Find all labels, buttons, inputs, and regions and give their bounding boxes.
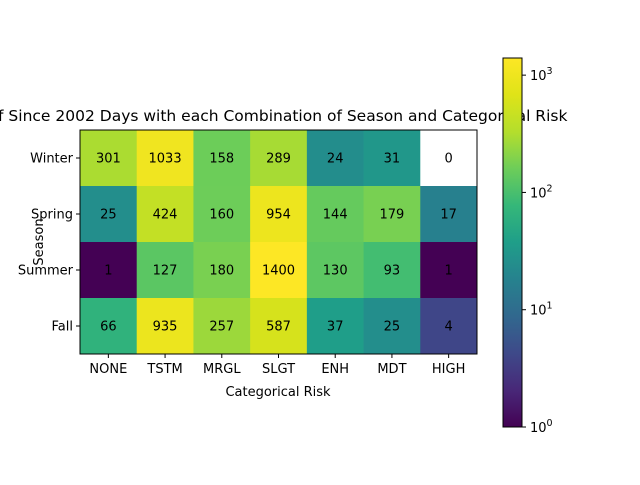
x-tick-label: MRGL	[203, 362, 241, 377]
heatmap-cell-label: 1	[104, 264, 112, 279]
heatmap-cell-labels: 301 1033 158 289 24 31 025 424 160 954 144 179 171 12…	[96, 152, 457, 335]
chart-title: of Since 2002 Days with each Combination…	[0, 107, 567, 125]
colorbar-tick-label: 102	[530, 183, 553, 201]
heatmap-cell-label: 301	[96, 152, 121, 167]
x-tick-label: ENH	[321, 362, 349, 377]
heatmap-cell-label: 37	[327, 320, 344, 335]
heatmap-cell	[250, 130, 308, 187]
heatmap-cell	[250, 298, 308, 355]
heatmap-cell	[193, 298, 251, 355]
heatmap-cell-label: 93	[384, 264, 401, 279]
x-axis-ticks: NONE TSTM MRGL SLGT ENH MDT HIGH	[89, 354, 465, 377]
colorbar-frame	[502, 57, 523, 428]
heatmap-cell-label: 587	[266, 320, 291, 335]
heatmap-cell	[136, 242, 194, 299]
heatmap-cell	[80, 130, 138, 187]
heatmap-cell-label: 158	[209, 152, 234, 167]
heatmap-cell	[306, 186, 364, 243]
x-tick-label: MDT	[377, 362, 406, 377]
heatmap-cell-label: 144	[323, 208, 348, 223]
x-tick-label: HIGH	[432, 362, 465, 377]
x-tick-label: NONE	[89, 362, 127, 377]
colorbar-tick-label: 101	[530, 301, 553, 319]
heatmap-cell	[420, 186, 478, 243]
heatmap-cell	[80, 186, 138, 243]
heatmap-cell-label: 130	[323, 264, 348, 279]
heatmap-cell	[363, 242, 421, 299]
heatmap-cell	[193, 186, 251, 243]
heatmap-cell-label: 25	[100, 208, 117, 223]
heatmap-cell	[250, 186, 308, 243]
x-axis-label: Categorical Risk	[225, 385, 331, 400]
heatmap-cell-label: 17	[440, 208, 457, 223]
y-axis-label: Season	[32, 218, 47, 265]
heatmap-cell-label: 127	[153, 264, 178, 279]
heatmap-cell	[136, 186, 194, 243]
heatmap-cell	[306, 298, 364, 355]
y-tick-label: Winter	[30, 152, 74, 167]
heatmap-cell	[80, 298, 138, 355]
heatmap-cell-label: 289	[266, 152, 291, 167]
heatmap-cell	[363, 186, 421, 243]
heatmap-cell	[250, 242, 308, 299]
colorbar-tick-label: 100	[530, 418, 553, 436]
heatmap-cell-label: 257	[209, 320, 234, 335]
heatmap-cell-label: 1	[444, 264, 452, 279]
y-axis-ticks: Winter Spring Summer Fall	[18, 152, 80, 335]
x-tick-label: TSTM	[146, 362, 182, 377]
colorbar	[503, 58, 522, 427]
x-tick-label: SLGT	[262, 362, 295, 377]
heatmap-cell-label: 24	[327, 152, 344, 167]
heatmap-cell-label: 1400	[262, 264, 295, 279]
heatmap-cell	[136, 130, 194, 187]
heatmap-cell	[363, 298, 421, 355]
heatmap-cell-label: 4	[444, 320, 452, 335]
colorbar-ticks: 100 101 102 103	[522, 66, 553, 436]
colorbar-tick-label: 103	[530, 66, 553, 84]
heatmap-cell	[80, 242, 138, 299]
heatmap-cell-label: 1033	[149, 152, 182, 167]
heatmap-cell	[420, 298, 478, 355]
heatmap-cell	[420, 242, 478, 299]
heatmap-cell	[306, 130, 364, 187]
heatmap-cell-label: 31	[384, 152, 401, 167]
y-tick-label: Spring	[31, 208, 73, 223]
heatmap-cell	[420, 130, 478, 187]
heatmap-cell-label: 935	[153, 320, 178, 335]
heatmap-cell-label: 160	[209, 208, 234, 223]
heatmap-cell-label: 66	[100, 320, 117, 335]
heatmap-cell	[363, 130, 421, 187]
heatmap-cell	[193, 130, 251, 187]
heatmap-cell	[136, 298, 194, 355]
heatmap-cell-label: 25	[384, 320, 401, 335]
y-tick-label: Summer	[18, 264, 74, 279]
heatmap-cells	[80, 130, 478, 355]
heatmap-cell-label: 180	[209, 264, 234, 279]
heatmap-cell-label: 179	[380, 208, 405, 223]
heatmap-cell-label: 424	[153, 208, 178, 223]
heatmap-cell	[193, 242, 251, 299]
heatmap-cell	[306, 242, 364, 299]
heatmap-cell-label: 0	[444, 152, 452, 167]
heatmap-cell-label: 954	[266, 208, 291, 223]
y-tick-label: Fall	[52, 320, 73, 335]
